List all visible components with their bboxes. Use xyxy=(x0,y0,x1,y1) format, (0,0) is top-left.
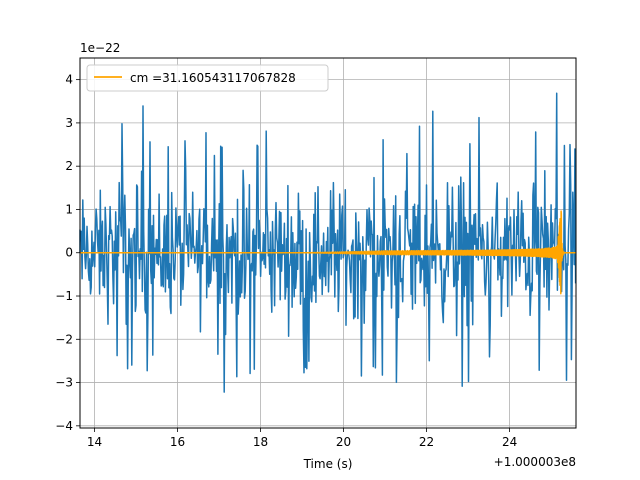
noise-series-line xyxy=(79,92,577,393)
y-axis-ticks: −4 −3 −2 −1 0 1 2 3 4 xyxy=(55,73,80,433)
signal-series-line xyxy=(79,210,577,295)
y-tick-label: −4 xyxy=(55,419,73,433)
y-tick-label: 2 xyxy=(65,159,73,173)
x-tick-label: 16 xyxy=(170,435,185,449)
y-tick-label: 0 xyxy=(65,246,73,260)
noise-series xyxy=(79,92,577,393)
x-tick-label: 20 xyxy=(336,435,351,449)
y-tick-label: 1 xyxy=(65,202,73,216)
y-tick-label: 3 xyxy=(65,116,73,130)
plot-frame xyxy=(79,57,577,429)
x-tick-label: 24 xyxy=(502,435,517,449)
x-tick-label: 18 xyxy=(253,435,268,449)
y-tick-label: −2 xyxy=(55,332,73,346)
legend-box xyxy=(86,64,329,92)
y-scale-label: 1e−22 xyxy=(80,41,120,55)
x-tick-label: 14 xyxy=(87,435,102,449)
signal-series xyxy=(79,210,577,295)
x-axis-label: Time (s) xyxy=(303,457,353,471)
y-tick-label: −1 xyxy=(55,289,73,303)
y-tick-label: −3 xyxy=(55,376,73,390)
x-tick-label: 22 xyxy=(419,435,434,449)
y-tick-label: 4 xyxy=(65,73,73,87)
legend-entry-signal: cm =31.160543117067828 xyxy=(130,71,296,85)
x-axis-ticks: 14 16 18 20 22 24 xyxy=(87,428,517,449)
legend: cm =31.160543117067828 xyxy=(86,64,329,92)
x-offset-label: +1.000003e8 xyxy=(494,455,576,469)
